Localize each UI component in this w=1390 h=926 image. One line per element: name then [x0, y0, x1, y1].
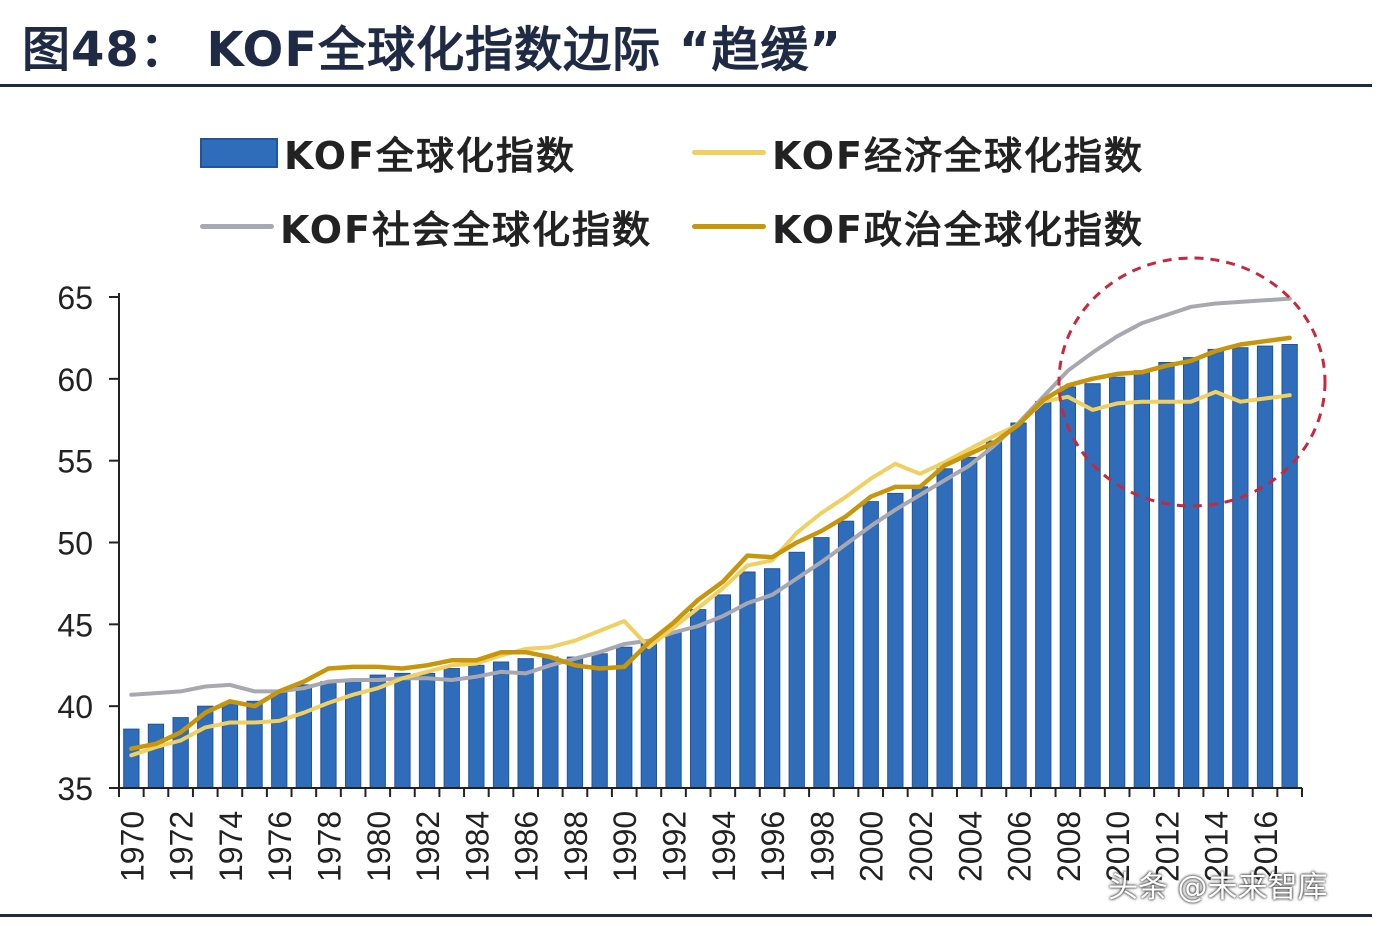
bar-kof-index-1996 — [764, 568, 781, 789]
title-bar: 图48： KOF全球化指数边际 “趋缓” — [0, 0, 1390, 87]
bar-kof-index-2009 — [1084, 383, 1101, 789]
y-tick-label: 35 — [57, 771, 93, 807]
x-tick-label: 2006 — [1002, 811, 1038, 882]
x-tick-label: 1998 — [804, 811, 840, 882]
x-tick-label: 1974 — [213, 811, 249, 882]
bar-kof-index-2000 — [862, 501, 879, 789]
x-tick-label: 1988 — [558, 811, 594, 882]
line-economic-globalization — [129, 389, 1292, 758]
x-tick-label: 1980 — [361, 811, 397, 882]
bar-kof-index-1985 — [492, 661, 510, 789]
highlight-circle-annotation — [1057, 256, 1327, 508]
chart-legend: KOF全球化指数 KOF经济全球化指数 KOF社会全球化指数 KOF政治全球化指… — [0, 115, 1390, 255]
bar-kof-index-1970 — [123, 728, 140, 789]
x-tick-label: 2002 — [903, 811, 939, 882]
bottom-divider — [0, 914, 1372, 917]
bar-kof-index-2017 — [1281, 344, 1298, 789]
x-tick-label: 2008 — [1051, 811, 1087, 882]
legend-item-social: KOF社会全球化指数 — [200, 199, 652, 254]
bar-kof-index-1982 — [418, 672, 436, 789]
bar-kof-index-2001 — [887, 492, 904, 789]
x-tick-label: 1970 — [114, 811, 150, 882]
x-tick-label: 1978 — [311, 811, 347, 882]
legend-label: KOF政治全球化指数 — [772, 208, 1145, 252]
x-tick-label: 1982 — [410, 811, 446, 882]
bar-kof-index-1992 — [665, 632, 682, 789]
bar-kof-index-2008 — [1059, 386, 1076, 789]
x-tick-label: 1976 — [262, 811, 298, 882]
watermark: 头条 @未来智库 — [1108, 870, 1328, 905]
bar-kof-index-1976 — [271, 690, 288, 789]
legend-item-political: KOF政治全球化指数 — [692, 199, 1144, 254]
page-title: 图48： KOF全球化指数边际 “趋缓” — [22, 22, 842, 78]
y-tick-label: 50 — [57, 526, 93, 562]
bar-kof-index-1986 — [517, 658, 534, 789]
legend-label: KOF全球化指数 — [284, 134, 577, 178]
legend-label: KOF经济全球化指数 — [772, 134, 1145, 178]
bar-kof-index-2012 — [1158, 362, 1175, 789]
y-tick-label: 55 — [57, 444, 93, 480]
x-tick-label: 2016 — [1248, 811, 1284, 882]
bar-kof-index-1978 — [320, 681, 337, 789]
bar-kof-index-1999 — [837, 520, 855, 789]
line-political-globalization — [129, 335, 1292, 751]
x-tick-label: 1986 — [509, 811, 545, 882]
legend-item-economic: KOF经济全球化指数 — [692, 125, 1144, 180]
bar-kof-index-1974 — [221, 702, 239, 789]
bar-kof-index-1975 — [246, 700, 263, 789]
y-tick-label: 60 — [57, 362, 93, 398]
legend-item-kof-index: KOF全球化指数 — [200, 125, 576, 180]
bar-kof-index-1998 — [813, 537, 830, 789]
bar-kof-index-2002 — [911, 486, 929, 789]
x-tick-label: 1992 — [657, 811, 693, 882]
legend-swatch-line — [692, 224, 766, 229]
bar-kof-index-1971 — [147, 723, 165, 789]
bar-kof-index-1988 — [566, 656, 584, 789]
bar-kof-index-1997 — [788, 551, 805, 789]
legend-swatch-bar — [200, 137, 278, 168]
x-tick-label: 2000 — [854, 811, 890, 882]
x-tick-label: 1994 — [706, 811, 742, 882]
x-tick-label: 2010 — [1100, 811, 1136, 882]
x-tick-label: 1972 — [164, 811, 200, 882]
bar-kof-index-2016 — [1256, 345, 1274, 789]
legend-swatch-line — [200, 224, 274, 229]
y-tick-label: 45 — [57, 607, 93, 643]
x-tick-label: 2004 — [952, 811, 988, 882]
bar-kof-index-1980 — [369, 674, 386, 789]
bar-kof-index-1989 — [591, 653, 608, 789]
bar-kof-index-2014 — [1207, 348, 1224, 789]
bar-kof-index-2003 — [936, 468, 953, 789]
bar-kof-index-2011 — [1133, 370, 1150, 789]
bar-kof-index-2006 — [1010, 422, 1027, 789]
bar-kof-index-1994 — [714, 594, 732, 789]
bar-kof-index-2010 — [1109, 376, 1126, 789]
bar-kof-index-2013 — [1183, 357, 1200, 789]
y-tick-label: 65 — [57, 280, 93, 316]
legend-label: KOF社会全球化指数 — [280, 208, 653, 252]
bar-kof-index-1981 — [394, 672, 411, 789]
line-social-globalization — [129, 296, 1292, 697]
y-tick-label: 40 — [57, 689, 93, 725]
bar-kof-index-1983 — [443, 668, 460, 789]
bar-kof-index-1993 — [690, 609, 707, 789]
bar-kof-index-2015 — [1232, 347, 1249, 789]
bar-kof-index-2005 — [985, 440, 1003, 789]
bar-kof-index-1987 — [542, 656, 559, 789]
bar-kof-index-1977 — [295, 684, 313, 789]
bar-kof-index-2007 — [1035, 401, 1052, 789]
x-tick-label: 2014 — [1199, 811, 1235, 882]
legend-swatch-line — [692, 150, 766, 155]
x-tick-label: 2012 — [1149, 811, 1185, 882]
x-tick-label: 1996 — [755, 811, 791, 882]
x-tick-label: 1984 — [459, 811, 495, 882]
title-divider — [0, 84, 1372, 87]
bar-kof-index-2004 — [961, 456, 978, 789]
bar-kof-index-1991 — [640, 643, 658, 789]
bar-kof-index-1984 — [468, 664, 485, 789]
x-tick-label: 1990 — [607, 811, 643, 882]
